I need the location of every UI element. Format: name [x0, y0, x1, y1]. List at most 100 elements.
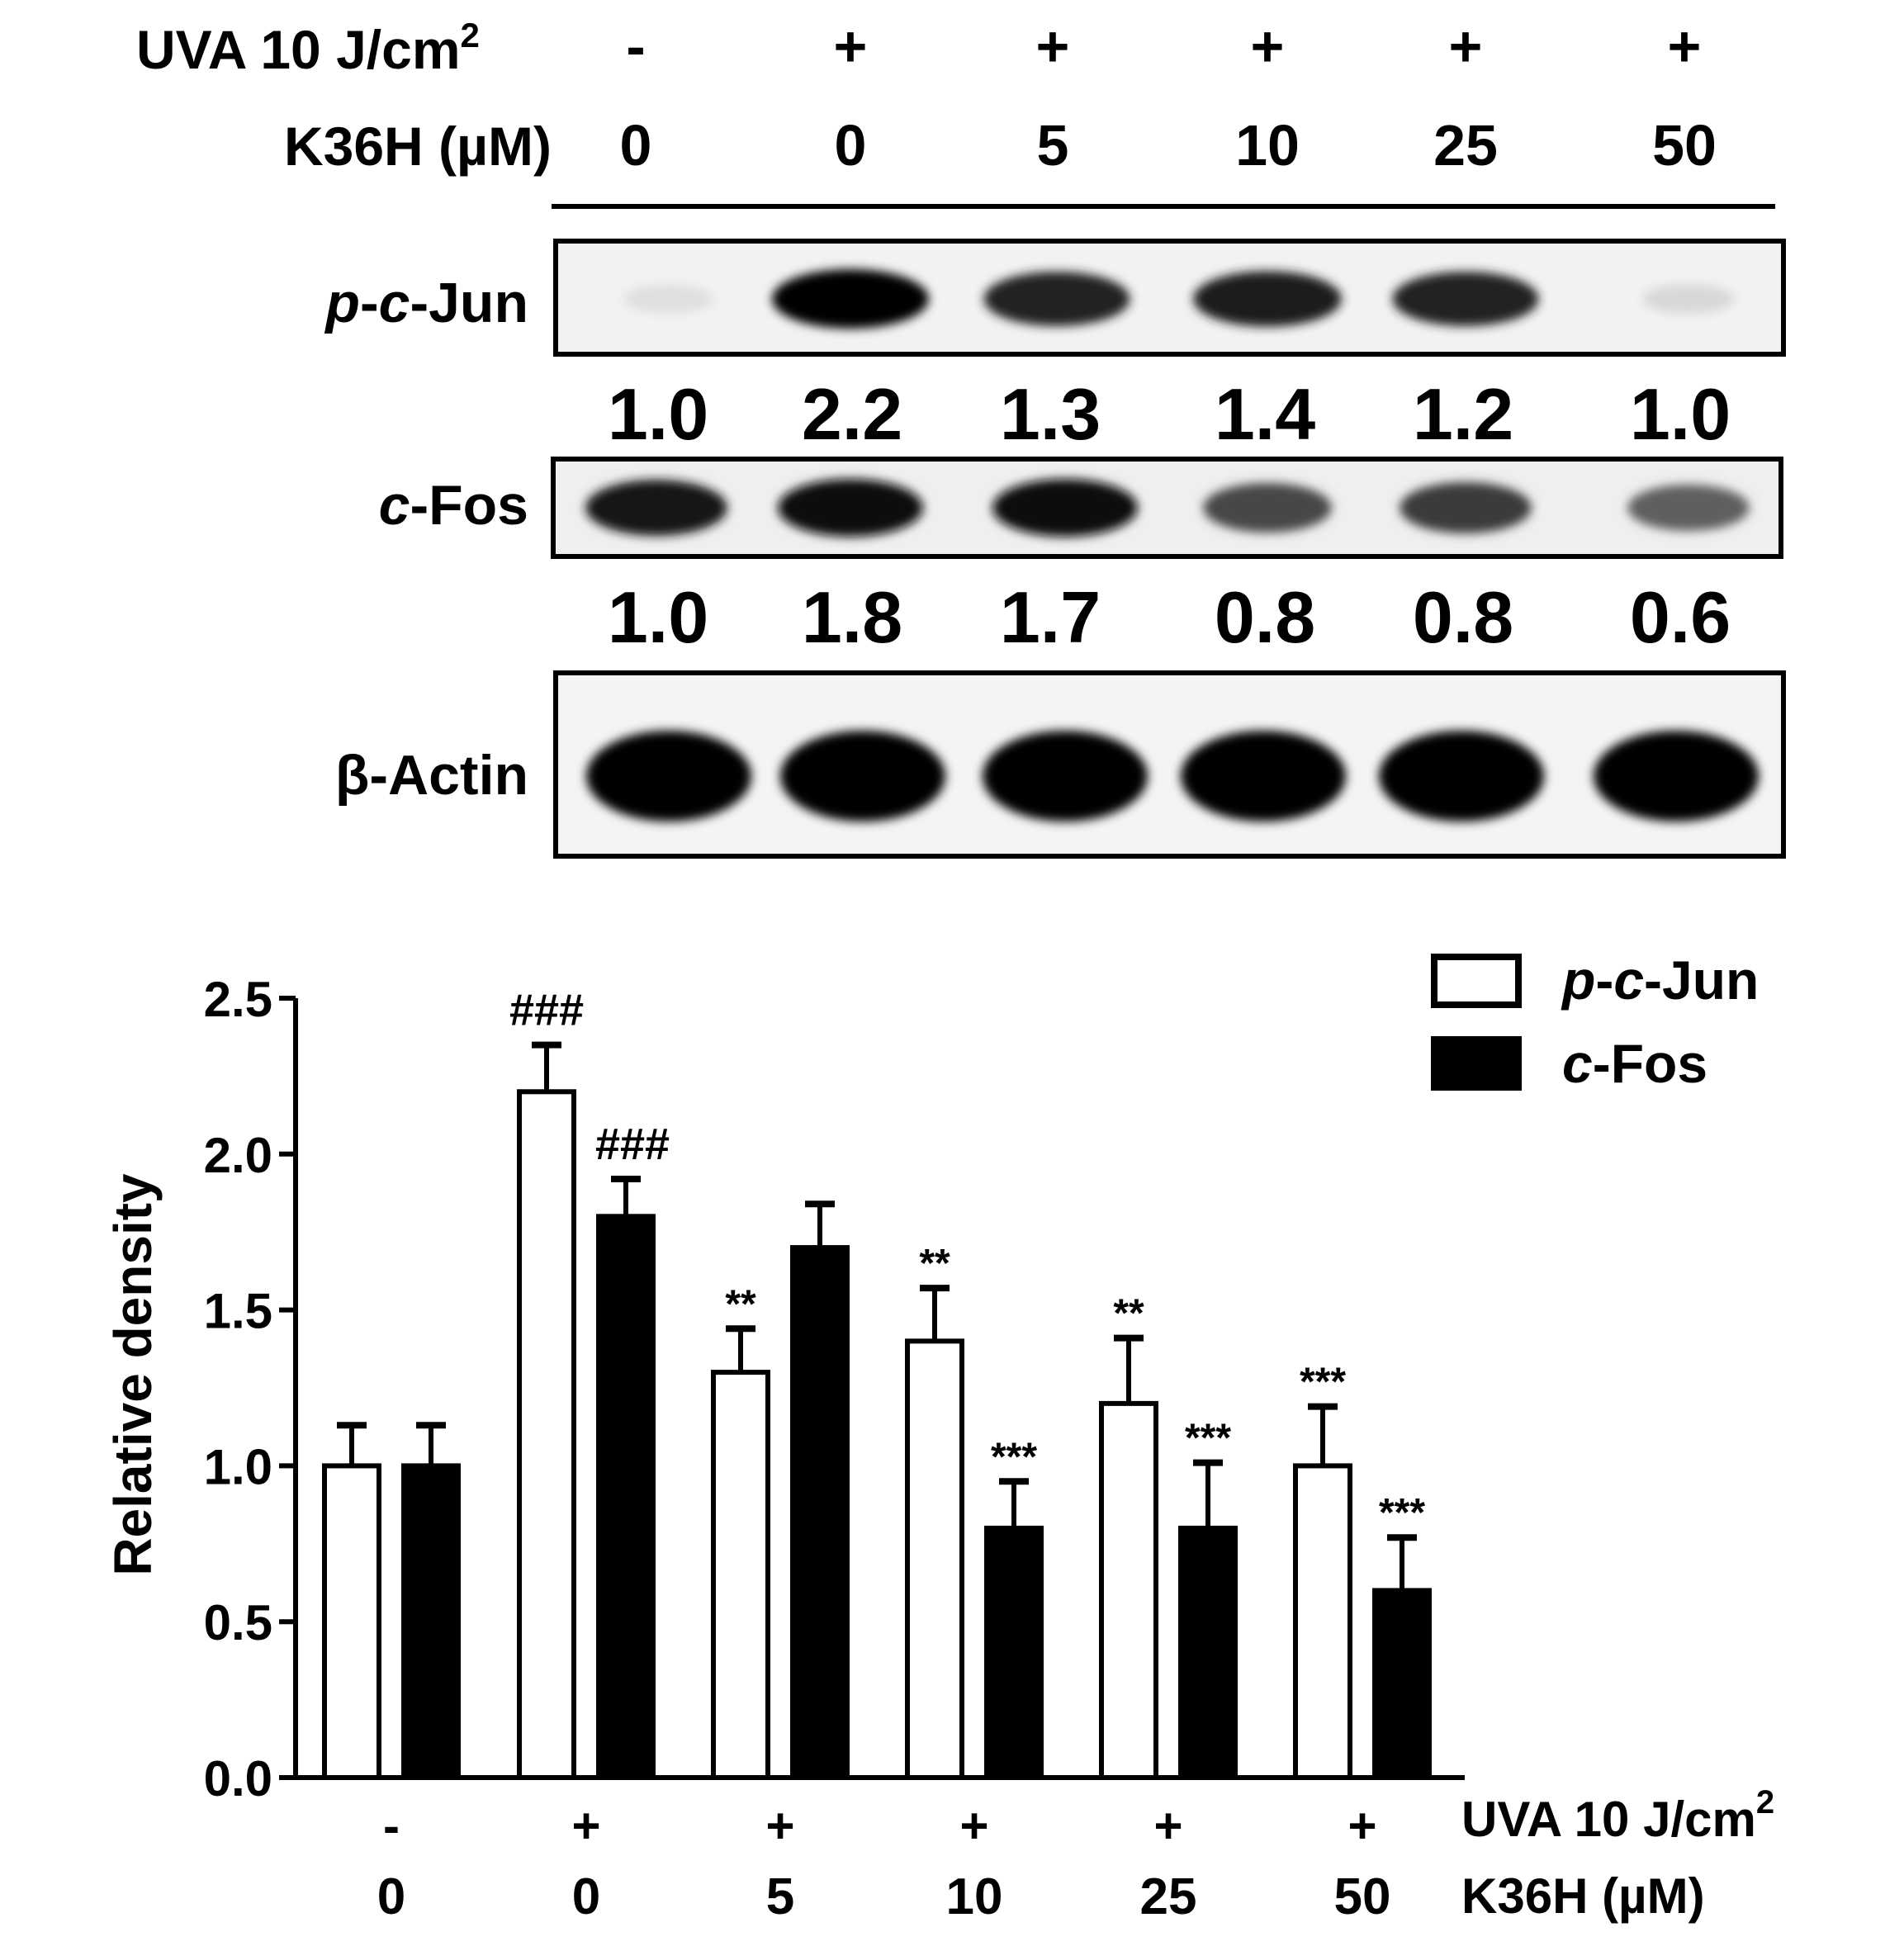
uva-sign-3: + [1251, 14, 1285, 78]
x-uva-row-label: UVA 10 J/cm2 [1461, 1784, 1774, 1847]
blot-row-c-fos: c-Fos 1.0 1.8 1.7 0.8 0.8 0.6 [379, 457, 1783, 658]
bar-0-2 [711, 1370, 770, 1780]
ratio-0-2: 1.3 [1000, 373, 1101, 455]
annotation-1-3: *** [991, 1435, 1037, 1479]
beta-actin-bands [586, 731, 1759, 821]
band-2-3 [1181, 731, 1346, 821]
ratio-0-0: 1.0 [608, 373, 708, 455]
band-1-3 [1203, 482, 1332, 533]
band-0-5 [1642, 284, 1735, 314]
ratio-1-3: 0.8 [1215, 576, 1315, 658]
blot-header: UVA 10 J/cm2 K36H (µM) - + + + + + 0 0 5 10 25 50 [136, 14, 1775, 209]
y-tick-label-4: 2.0 [204, 1128, 272, 1183]
ratio-1-0: 1.0 [608, 576, 708, 658]
blot-row-beta-actin: β-Actin [335, 670, 1786, 859]
p-c-jun-ratios: 1.0 2.2 1.3 1.4 1.2 1.0 [608, 373, 1731, 455]
band-0-1 [772, 269, 929, 329]
x-axis-labels: - + + + + +0 0 5 10 25 50 [377, 1798, 1391, 1925]
c-fos-ratios: 1.0 1.8 1.7 0.8 0.8 0.6 [608, 576, 1731, 658]
uva-signs: - + + + + + [626, 14, 1701, 78]
ratio-0-5: 1.0 [1630, 373, 1731, 455]
blot-row-p-c-jun: p-c-Jun 1.0 2.2 1.3 1.4 1.2 1.0 [324, 239, 1786, 455]
band-2-5 [1594, 731, 1759, 821]
y-tick-label-3: 1.5 [204, 1284, 272, 1339]
x-uva-sign-0: - [383, 1798, 400, 1854]
uva-sign-0: - [626, 14, 645, 78]
bar-1-3 [984, 1525, 1044, 1781]
uva-sign-4: + [1449, 14, 1483, 78]
annotation-0-5: *** [1300, 1361, 1346, 1404]
k36h-dose-2: 5 [1037, 113, 1069, 178]
k36h-dose-4: 25 [1433, 113, 1498, 178]
ratio-0-1: 2.2 [802, 373, 902, 455]
annotation-0-3: ** [919, 1242, 950, 1285]
band-2-1 [780, 731, 945, 821]
x-category-4: 25 [1140, 1868, 1197, 1925]
c-fos-label: c-Fos [379, 474, 528, 537]
x-uva-sign-4: + [1153, 1798, 1182, 1854]
legend-swatch-p-c-jun [1431, 954, 1522, 1008]
y-tick-label-1: 0.5 [204, 1595, 272, 1650]
bar-0-1 [517, 1089, 576, 1780]
x-k36h-row-label: K36H (µM) [1461, 1868, 1705, 1924]
annotation-1-4: *** [1185, 1417, 1231, 1461]
x-category-3: 10 [946, 1868, 1003, 1925]
uva-sign-5: + [1668, 14, 1702, 78]
band-0-0 [623, 284, 714, 314]
bar-1-1 [596, 1214, 656, 1780]
x-category-2: 5 [766, 1868, 794, 1925]
annotation-1-1: ### [595, 1120, 670, 1169]
bars [322, 1041, 1432, 1781]
bar-0-0 [322, 1463, 381, 1781]
p-c-jun-blot-panel [553, 239, 1786, 357]
y-axis-title: Relative density [103, 1173, 163, 1576]
x-uva-sign-5: + [1347, 1798, 1376, 1854]
x-uva-sign-2: + [765, 1798, 794, 1854]
ratio-1-1: 1.8 [802, 576, 902, 658]
bar-0-5 [1293, 1463, 1352, 1781]
p-c-jun-label: p-c-Jun [324, 272, 528, 334]
y-tick-label-0: 0.0 [204, 1751, 272, 1806]
band-1-1 [778, 478, 923, 537]
bar-0-4 [1099, 1400, 1158, 1780]
band-0-2 [983, 271, 1130, 327]
band-1-0 [585, 479, 727, 537]
band-1-4 [1400, 481, 1532, 534]
y-tick-label-2: 1.0 [204, 1439, 272, 1494]
band-0-3 [1193, 271, 1342, 327]
legend-swatch-c-fos [1431, 1036, 1522, 1091]
k36h-doses: 0 0 5 10 25 50 [620, 113, 1717, 178]
significance-annotations: ###*********###*** ****** [509, 986, 1425, 1536]
k36h-dose-1: 0 [835, 113, 867, 178]
bar-chart: Relative density 0.0 0.5 1.0 1.5 2.0 2.5 ### *… [103, 949, 1774, 1925]
ratio-0-3: 1.4 [1215, 373, 1315, 455]
annotation-0-2: ** [725, 1282, 756, 1326]
c-fos-blot-panel [551, 457, 1783, 559]
c-fos-bands [585, 478, 1750, 537]
legend-label-c-fos: c-Fos [1562, 1033, 1707, 1094]
uva-sign-1: + [834, 14, 868, 78]
x-uva-sign-3: + [959, 1798, 988, 1854]
annotation-1-5: *** [1379, 1491, 1425, 1535]
band-0-4 [1392, 271, 1539, 327]
band-2-0 [586, 731, 751, 821]
bar-0-3 [905, 1338, 964, 1780]
ratio-1-2: 1.7 [1000, 576, 1101, 658]
uva-sign-2: + [1036, 14, 1070, 78]
k36h-dose-5: 50 [1652, 113, 1717, 178]
bar-1-2 [790, 1245, 850, 1780]
ratio-1-5: 0.6 [1630, 576, 1731, 658]
band-2-4 [1379, 731, 1544, 821]
annotation-0-1: ### [509, 986, 584, 1035]
ratio-1-4: 0.8 [1413, 576, 1513, 658]
y-tick-label-5: 2.5 [204, 972, 272, 1027]
x-category-0: 0 [377, 1868, 405, 1925]
beta-actin-label: β-Actin [335, 744, 528, 807]
y-axis: 0.0 0.5 1.0 1.5 2.0 2.5 [204, 972, 298, 1806]
bar-1-4 [1178, 1525, 1238, 1781]
bar-1-5 [1372, 1588, 1432, 1780]
x-category-1: 0 [572, 1868, 600, 1925]
bar-1-0 [401, 1463, 461, 1781]
band-1-5 [1627, 484, 1750, 532]
